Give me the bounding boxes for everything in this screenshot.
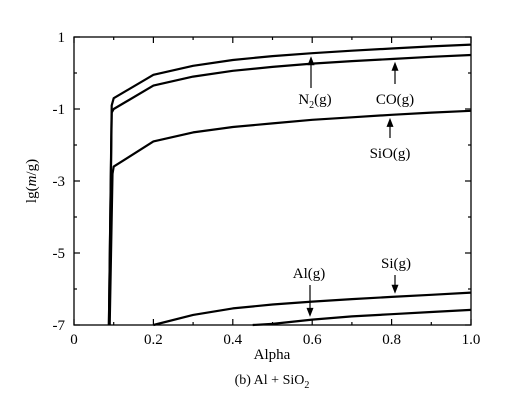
x-tick-label: 0.8 [382, 332, 401, 348]
y-tick-label: -3 [53, 174, 66, 190]
figure-caption: (b) Al + SiO2 [235, 373, 310, 391]
arrowhead-si [391, 284, 399, 294]
y-tick-label: -7 [53, 318, 66, 334]
x-tick-label: 0 [70, 332, 78, 348]
axis-tick-labels: 0 0.2 0.4 0.6 0.8 1.0 1 -1 -3 -5 -7 [53, 30, 481, 348]
x-axis-title: Alpha [254, 347, 291, 363]
series-label-n2: N2(g) [298, 92, 331, 111]
series-line-al [252, 308, 472, 327]
arrowhead-co [391, 61, 399, 71]
x-tick-label: 0.2 [144, 332, 163, 348]
arrowhead-n2 [307, 56, 315, 66]
arrowhead-al [306, 307, 314, 317]
series-label-si: Si(g) [381, 256, 411, 272]
y-tick-label: -5 [53, 246, 66, 262]
y-tick-label: 1 [58, 30, 66, 46]
series-line-co [107, 53, 472, 326]
arrowhead-sio [386, 117, 394, 127]
series-label-al: Al(g) [293, 266, 326, 282]
series-line-si [153, 291, 472, 327]
series-annotations: N2(g) CO(g) SiO(g) Si(g) Al(g) [293, 56, 414, 317]
x-tick-label: 0.4 [223, 332, 242, 348]
y-axis-title: lg(m/g) [24, 159, 40, 203]
series-line-n2 [107, 43, 472, 326]
series-label-sio: SiO(g) [370, 146, 411, 162]
plot-frame [73, 36, 472, 326]
series-line-sio [108, 109, 472, 326]
y-tick-label: -1 [53, 102, 66, 118]
series-label-co: CO(g) [376, 92, 414, 108]
series-lines [107, 43, 472, 327]
x-tick-label: 1.0 [462, 332, 481, 348]
x-tick-label: 0.6 [303, 332, 322, 348]
axis-ticks [73, 36, 472, 326]
